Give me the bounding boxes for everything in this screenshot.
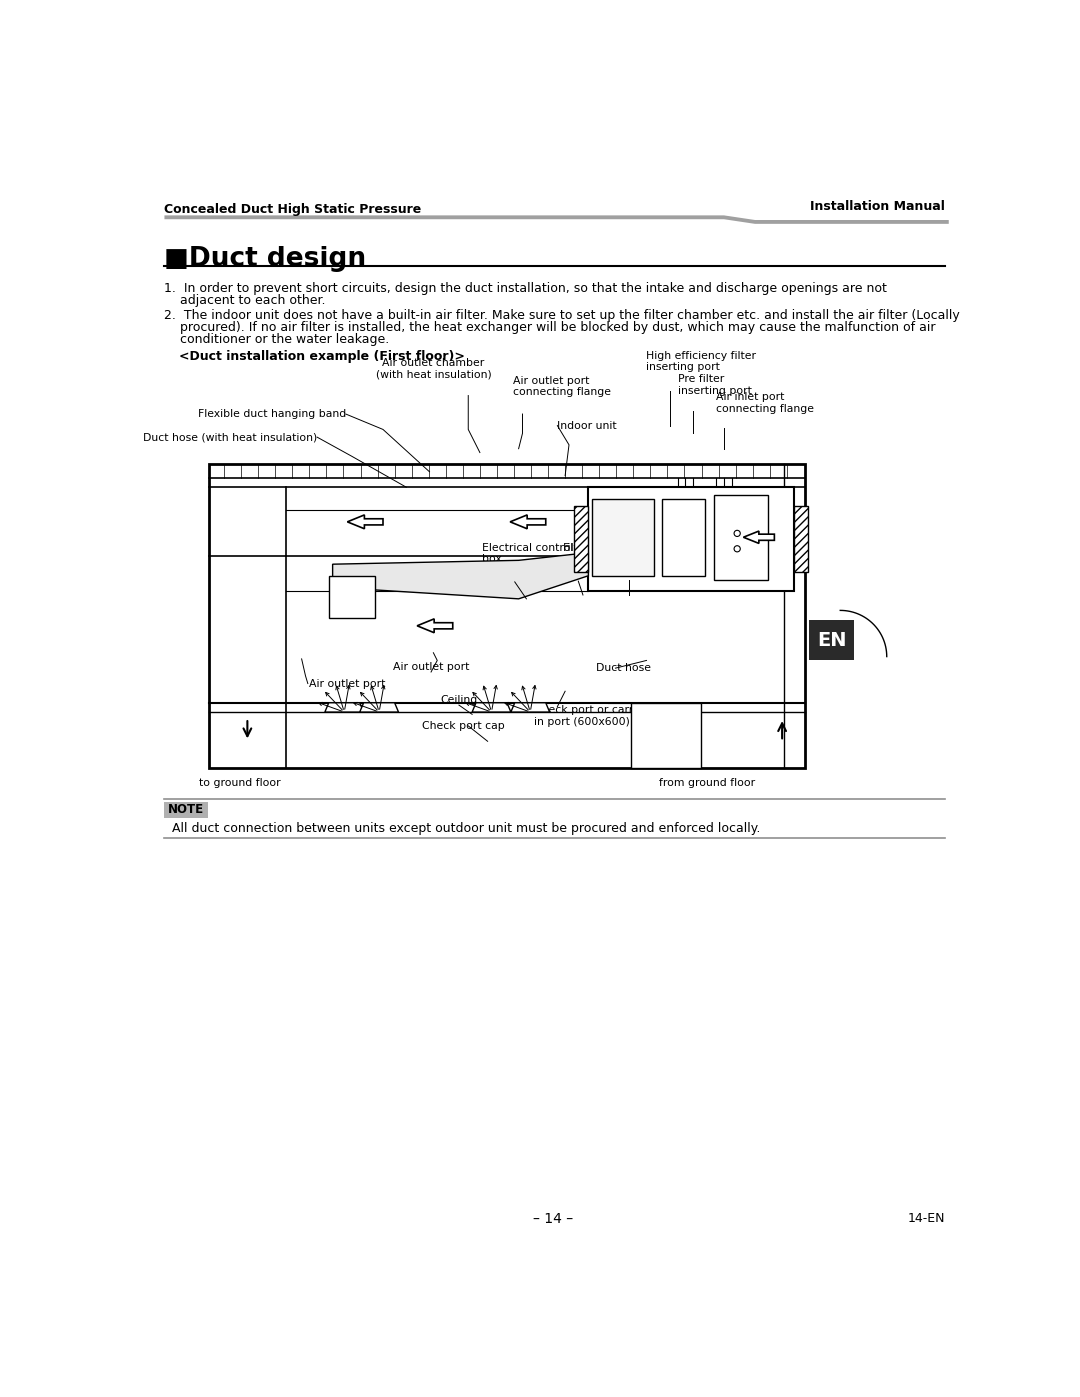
Text: Electrical control
box: Electrical control box — [482, 542, 573, 564]
Text: – 14 –: – 14 – — [534, 1211, 573, 1225]
Polygon shape — [511, 703, 550, 712]
Polygon shape — [348, 515, 383, 529]
Text: 1.  In order to prevent short circuits, design the duct installation, so that th: 1. In order to prevent short circuits, d… — [164, 282, 888, 295]
Text: to ground floor: to ground floor — [199, 778, 281, 788]
Text: EN: EN — [816, 631, 847, 650]
Text: Air inlet port
connecting flange: Air inlet port connecting flange — [716, 393, 814, 414]
Text: Check port or carrying
in port (600x600): Check port or carrying in port (600x600) — [535, 705, 657, 726]
Circle shape — [734, 546, 740, 552]
Text: Concealed Duct High Static Pressure: Concealed Duct High Static Pressure — [164, 204, 421, 217]
Text: 2.  The indoor unit does not have a built-in air filter. Make sure to set up the: 2. The indoor unit does not have a built… — [164, 309, 960, 321]
Text: from ground floor: from ground floor — [659, 778, 755, 788]
Polygon shape — [417, 619, 453, 633]
Text: Air outlet chamber
(with heat insulation): Air outlet chamber (with heat insulation… — [376, 358, 491, 380]
Bar — [631, 703, 701, 768]
Text: Installation Manual: Installation Manual — [810, 200, 945, 212]
Polygon shape — [743, 531, 774, 543]
Text: Duct hose: Duct hose — [596, 664, 651, 673]
Text: Duct hose (with heat insulation): Duct hose (with heat insulation) — [143, 432, 318, 441]
Text: All duct connection between units except outdoor unit must be procured and enfor: All duct connection between units except… — [172, 821, 760, 835]
Text: conditioner or the water leakage.: conditioner or the water leakage. — [164, 334, 390, 346]
Bar — [662, 499, 704, 576]
Polygon shape — [472, 703, 511, 712]
Polygon shape — [360, 703, 399, 712]
Polygon shape — [333, 553, 589, 599]
Text: ■Duct design: ■Duct design — [164, 246, 366, 271]
Bar — [575, 507, 589, 571]
Text: Filter
chamber: Filter chamber — [563, 542, 611, 564]
Bar — [589, 488, 794, 591]
Text: High efficiency filter
inserting port: High efficiency filter inserting port — [647, 351, 756, 373]
Text: Air inlet
chamber: Air inlet chamber — [613, 542, 662, 564]
Bar — [164, 802, 207, 817]
Text: Air outlet port: Air outlet port — [393, 662, 469, 672]
Bar — [714, 495, 768, 580]
Circle shape — [734, 531, 740, 536]
Text: <Duct installation example (First floor)>: <Duct installation example (First floor)… — [179, 351, 465, 363]
Text: adjacent to each other.: adjacent to each other. — [164, 293, 326, 307]
Text: NOTE: NOTE — [168, 803, 204, 816]
Polygon shape — [325, 703, 364, 712]
Bar — [794, 507, 808, 571]
Text: Air outlet port
connecting flange: Air outlet port connecting flange — [513, 376, 611, 397]
Text: Flexible duct hanging band: Flexible duct hanging band — [198, 409, 346, 419]
Polygon shape — [510, 515, 545, 529]
Bar — [208, 464, 806, 768]
Bar — [328, 576, 375, 617]
Text: Pre filter
inserting port: Pre filter inserting port — [677, 374, 752, 395]
Text: Ceiling: Ceiling — [441, 696, 477, 705]
Polygon shape — [164, 215, 948, 224]
Bar — [592, 499, 654, 576]
Text: 14-EN: 14-EN — [907, 1213, 945, 1225]
Bar — [809, 620, 854, 661]
Text: Air outlet port: Air outlet port — [309, 679, 386, 689]
Text: Indoor unit: Indoor unit — [557, 420, 617, 430]
Text: procured). If no air filter is installed, the heat exchanger will be blocked by : procured). If no air filter is installed… — [164, 321, 936, 334]
Text: Check port cap: Check port cap — [422, 721, 504, 731]
